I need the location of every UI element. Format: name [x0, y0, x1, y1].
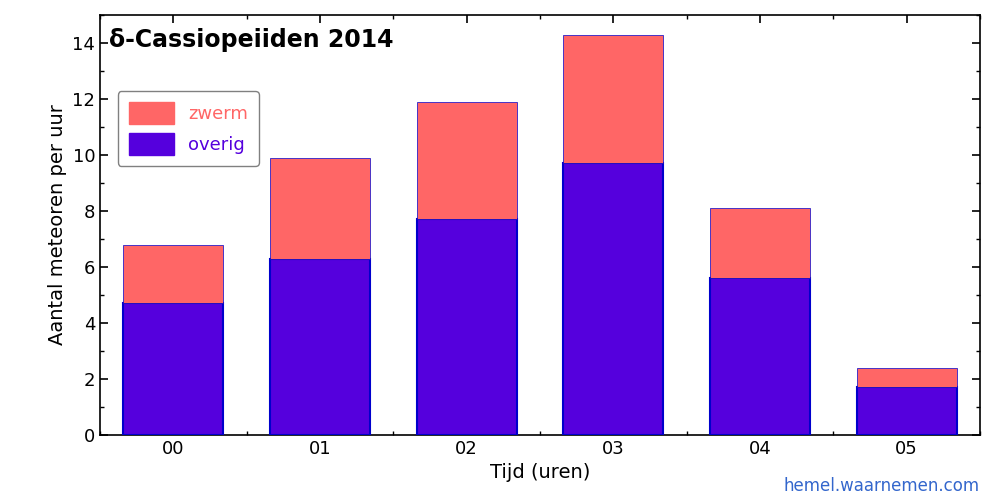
Bar [857, 388, 957, 435]
Bar [123, 244, 223, 304]
Bar [857, 368, 957, 388]
Bar [710, 278, 810, 435]
Bar [563, 164, 663, 435]
X-axis label: Tijd (uren): Tijd (uren) [490, 464, 590, 482]
Text: δ-Cassiopeiiden 2014: δ-Cassiopeiiden 2014 [109, 28, 393, 52]
Bar [417, 102, 517, 220]
Bar [563, 34, 663, 164]
Y-axis label: Aantal meteoren per uur: Aantal meteoren per uur [48, 104, 67, 346]
Text: hemel.waarnemen.com: hemel.waarnemen.com [784, 477, 980, 495]
Bar [270, 258, 370, 435]
Bar [417, 220, 517, 435]
Legend: zwerm, overig: zwerm, overig [118, 91, 259, 166]
Bar [270, 158, 370, 258]
Bar [710, 208, 810, 278]
Bar [123, 304, 223, 435]
